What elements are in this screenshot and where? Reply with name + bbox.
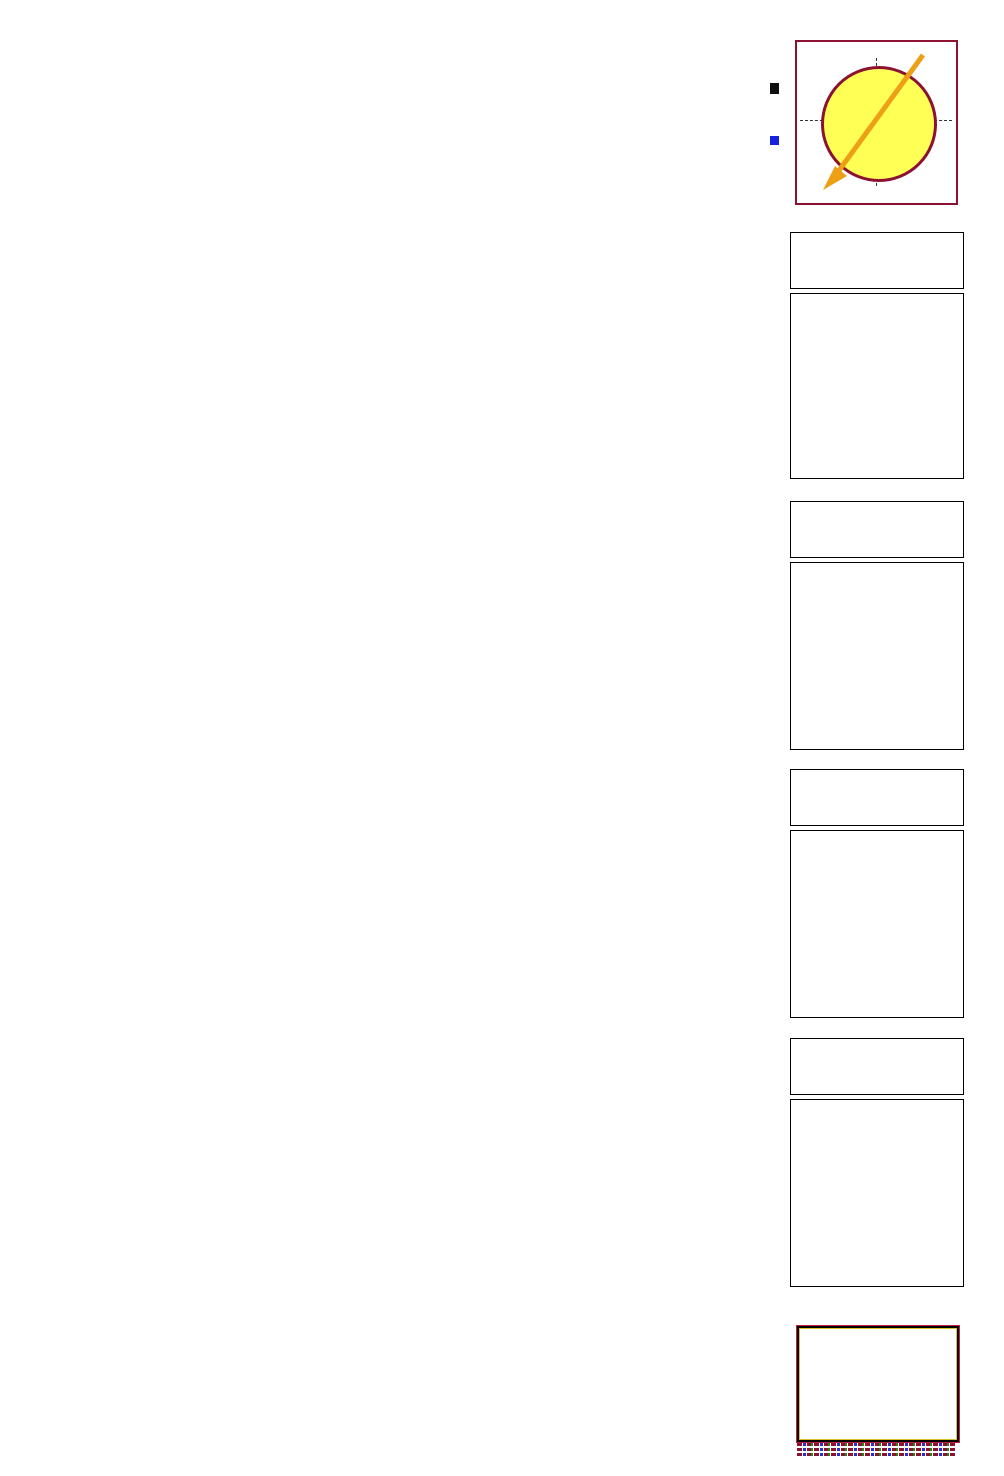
electron-proton-environment-chart — [33, 1312, 772, 1430]
goes-class-letter-m — [772, 63, 792, 85]
logo-credits-line — [797, 1448, 955, 1451]
phi-angle-label — [958, 45, 984, 190]
goes-class-letter-c — [772, 106, 792, 128]
spectrogram-4-left-label — [6, 1038, 32, 1285]
phi-bottom-number — [960, 186, 982, 216]
spectrum-line-label-3 — [764, 830, 788, 1016]
spectrogram-2 — [33, 501, 772, 748]
spectrum-line-label-1 — [764, 293, 788, 477]
pha-histogram-2-blue — [790, 501, 964, 558]
spectrogram-3 — [33, 769, 772, 1016]
spectrum-histogram-3-red — [790, 830, 964, 1018]
spectrum-line-label-2 — [764, 562, 788, 748]
spectrogram-1-left-label — [6, 232, 32, 477]
goes-flux-chart — [33, 40, 772, 208]
in-window-label-4 — [968, 1038, 998, 1285]
goes-class-letter-x — [772, 25, 792, 47]
in-window-label-3 — [968, 769, 998, 1016]
pointing-arrow-icon — [823, 53, 926, 190]
pha-histogram-3-blue — [790, 769, 964, 826]
spectrogram-3-left-label — [6, 769, 32, 1016]
spectrogram-4 — [33, 1038, 772, 1285]
spectrogram-1 — [33, 232, 772, 477]
logo-credits-line — [797, 1453, 955, 1456]
goes-class-letter-b — [772, 146, 792, 168]
orange-status-bar — [33, 1438, 772, 1462]
spectrum-histogram-2-red — [790, 562, 964, 750]
sun-disk — [821, 66, 937, 182]
sun-pointing-box — [795, 40, 958, 205]
goes-low-series-endpoint-marker — [770, 136, 779, 145]
pha-histogram-1-blue — [790, 232, 964, 289]
spectrum-histogram-4-red — [790, 1099, 964, 1287]
resik-series-endpoint-marker — [770, 83, 779, 94]
in-window-label-2 — [968, 501, 998, 748]
spectrum-histogram-1-red — [790, 293, 964, 479]
environment-panel-label — [6, 1312, 32, 1430]
spectrogram-2-left-label — [6, 501, 32, 748]
in-window-label-1 — [968, 232, 998, 477]
logo-solar-text — [935, 1334, 955, 1414]
resik-spectrometer-logo — [797, 1326, 959, 1442]
pha-histogram-4-blue — [790, 1038, 964, 1095]
spectrum-line-label-4 — [764, 1099, 788, 1285]
logo-credits-line — [797, 1443, 955, 1446]
goes-class-letter-a — [772, 184, 792, 206]
